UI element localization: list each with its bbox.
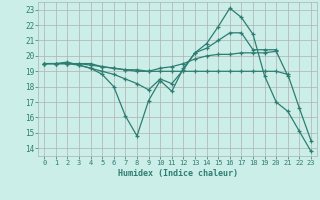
X-axis label: Humidex (Indice chaleur): Humidex (Indice chaleur) xyxy=(118,169,238,178)
